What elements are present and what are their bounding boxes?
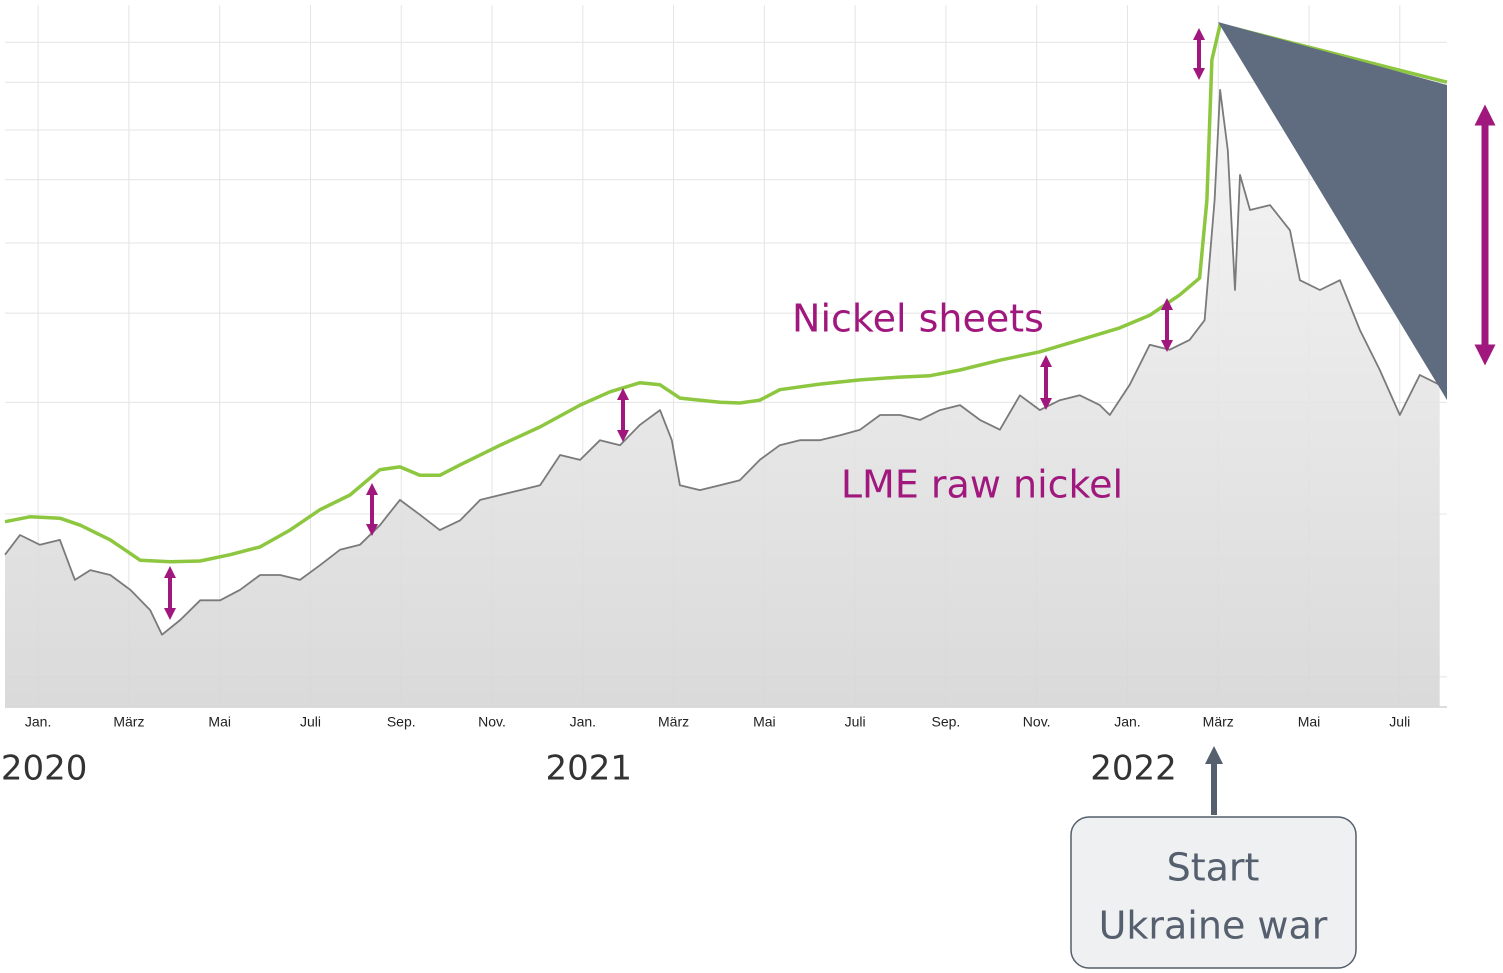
series-line (4, 89, 1441, 636)
x-tick-label: Juli (300, 714, 321, 730)
annotation: Nickel sheets (792, 297, 1044, 341)
year-label: 2021 (546, 749, 633, 789)
x-tick-label: Juli (845, 714, 866, 730)
x-tick-label: Nov. (1023, 714, 1051, 730)
callout-text: Ukraine war (1099, 904, 1328, 948)
series-line (4, 22, 1448, 564)
x-tick-label: Mai (1298, 714, 1321, 730)
callout-box (1070, 816, 1357, 969)
x-tick-label: Mai (208, 714, 231, 730)
x-tick-label: März (1203, 714, 1234, 730)
x-tick-label: Mai (753, 714, 776, 730)
plot (4, 22, 1448, 707)
area (5, 89, 1440, 707)
x-tick-label: Jan. (570, 714, 596, 730)
callout-text: Start (1167, 846, 1260, 890)
x-tick-label: Sep. (387, 714, 416, 730)
gap-arrows (164, 28, 1496, 620)
x-tick-label: Jan. (25, 714, 51, 730)
year-label: 2022 (1090, 749, 1177, 789)
x-tick-label: März (113, 714, 144, 730)
annotation: LME raw nickel (841, 463, 1123, 507)
year-label: 2020 (1, 749, 88, 789)
x-tick-label: März (658, 714, 689, 730)
x-tick-label: Jan. (1114, 714, 1140, 730)
x-tick-label: Juli (1389, 714, 1410, 730)
x-tick-label: Sep. (932, 714, 961, 730)
x-tick-label: Nov. (478, 714, 506, 730)
overlay-triangle (1218, 22, 1447, 400)
